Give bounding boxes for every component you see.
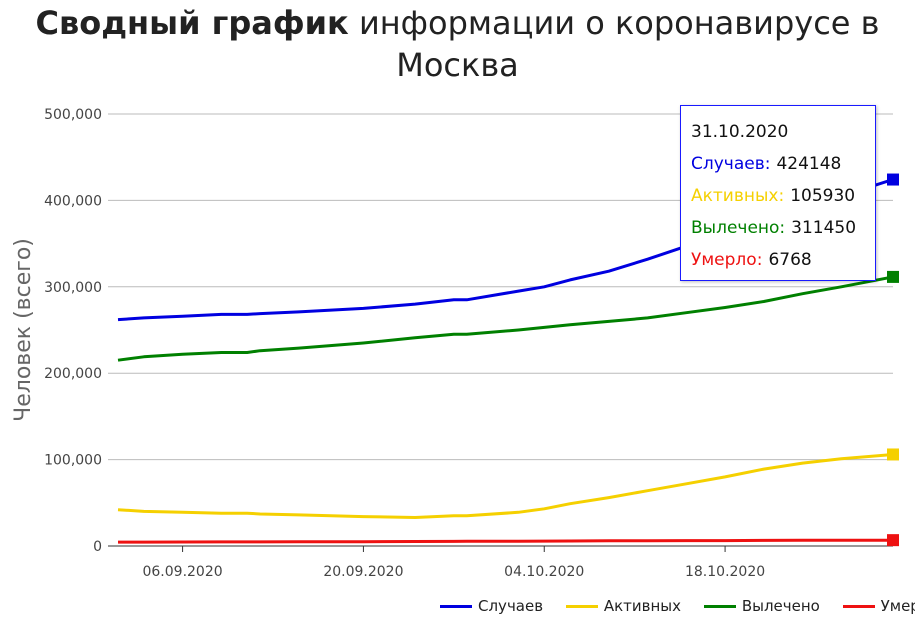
series-end-point-0[interactable]	[887, 173, 899, 186]
y-tick-label: 200,000	[44, 366, 102, 382]
legend-label-recovered: Вылечено	[741, 597, 820, 615]
x-tick-label: 18.10.2020	[685, 564, 765, 580]
tooltip-label-cases: Случаев:	[691, 154, 771, 174]
y-tick-label: 0	[93, 539, 102, 555]
y-axis-label: Человек (всего)	[11, 238, 36, 422]
series-end-point-2[interactable]	[887, 270, 899, 283]
tooltip-row-active: Активных: 105930	[691, 180, 865, 212]
y-tick-label: 100,000	[44, 453, 102, 469]
y-tick-label: 500,000	[44, 107, 102, 123]
y-tick-label: 400,000	[44, 193, 102, 209]
legend-item-deaths[interactable]: Умерло	[842, 597, 915, 615]
legend-label-active: Активных	[603, 597, 682, 615]
tooltip-row-recovered: Вылечено: 311450	[691, 212, 865, 244]
legend: Случаев Активных Вылечено Умерло	[440, 597, 915, 615]
legend-item-active[interactable]: Активных	[565, 597, 682, 615]
tooltip-row-deaths: Умерло: 6768	[691, 244, 865, 276]
series-end-markers	[887, 173, 899, 547]
tooltip-value-cases: 424148	[776, 154, 842, 174]
legend-item-recovered[interactable]: Вылечено	[703, 597, 820, 615]
x-tick-label: 06.09.2020	[142, 564, 222, 580]
x-tick-label: 20.09.2020	[323, 564, 403, 580]
series-end-point-1[interactable]	[887, 448, 899, 461]
tooltip-value-recovered: 311450	[791, 218, 857, 238]
tooltip-label-deaths: Умерло:	[691, 250, 763, 270]
chart-title-rest: информации о коронавирусе в	[358, 4, 880, 42]
tooltip-label-recovered: Вылечено:	[691, 218, 786, 238]
legend-label-deaths: Умерло	[880, 597, 915, 615]
x-tick-labels: 06.09.2020 20.09.2020 04.10.2020 18.10.2020	[142, 546, 765, 580]
legend-label-cases: Случаев	[478, 597, 544, 615]
chart-title-bold: Сводный график	[35, 4, 349, 42]
y-tick-labels: 0 100,000 200,000 300,000 400,000 500,000	[44, 107, 102, 555]
series-end-point-3[interactable]	[887, 534, 899, 547]
series-line-2[interactable]	[117, 275, 894, 362]
y-tick-label: 300,000	[44, 280, 102, 296]
chart-title-city: Москва	[396, 46, 519, 84]
tooltip-value-active: 105930	[790, 186, 856, 206]
tooltip: 31.10.2020 Случаев: 424148 Активных: 10593…	[680, 105, 876, 281]
x-tick-label: 04.10.2020	[504, 564, 584, 580]
series-line-1[interactable]	[117, 453, 894, 519]
legend-item-cases[interactable]: Случаев	[440, 597, 543, 615]
tooltip-label-active: Активных:	[691, 186, 785, 206]
tooltip-value-deaths: 6768	[768, 250, 812, 270]
series-line-3[interactable]	[118, 538, 894, 544]
tooltip-row-cases: Случаев: 424148	[691, 148, 865, 180]
chart-title: Сводный график информации о коронавирусе…	[0, 2, 915, 86]
tooltip-date: 31.10.2020	[691, 122, 789, 142]
